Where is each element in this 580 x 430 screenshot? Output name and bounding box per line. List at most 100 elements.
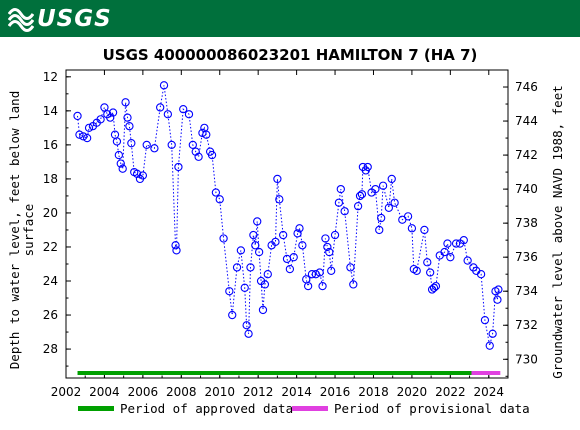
data-point <box>459 236 468 245</box>
data-point <box>494 285 503 294</box>
data-point <box>431 281 441 291</box>
x-tick-label: 2014 <box>281 385 312 399</box>
y-axis-right: 746 744 742 740 738 736 734 732 730 <box>503 80 538 377</box>
x-tick-label: 2024 <box>474 385 505 399</box>
data-point <box>412 266 421 275</box>
y-right-tick-label: 738 <box>515 216 538 230</box>
data-point <box>121 98 130 107</box>
usgs-banner: USGS <box>0 0 580 37</box>
data-point <box>188 140 197 150</box>
x-tick-label: 2012 <box>243 385 274 399</box>
data-point <box>488 329 497 338</box>
y-left-tick-label: 26 <box>43 308 58 322</box>
legend: Period of approved data Period of provisi… <box>78 401 530 416</box>
data-point <box>493 295 502 304</box>
data-point <box>463 256 472 265</box>
data-point <box>198 128 207 138</box>
data-point <box>123 113 132 122</box>
period-bar <box>77 371 472 375</box>
data-point <box>171 241 180 250</box>
data-point <box>112 137 122 146</box>
y-left-tick-label: 24 <box>43 274 58 288</box>
data-point <box>307 270 317 279</box>
data-point <box>440 247 449 257</box>
x-tick-label: 2006 <box>128 385 159 399</box>
data-point <box>323 242 332 252</box>
data-point <box>202 130 211 139</box>
y-axis-left-label-line-2: surface <box>21 204 36 257</box>
data-point <box>232 263 242 272</box>
data-point <box>293 229 302 238</box>
legend-label: Period of provisional data <box>334 401 530 416</box>
y-axis-left: 12 14 16 18 20 22 24 26 28 <box>43 70 71 367</box>
y-right-tick-label: 730 <box>515 352 538 366</box>
data-point <box>150 144 159 153</box>
data-point <box>303 281 313 291</box>
data-point <box>242 321 251 330</box>
usgs-logo-text: USGS <box>37 6 112 32</box>
data-point <box>443 239 452 248</box>
y-left-tick-label: 16 <box>43 138 58 152</box>
usgs-wave-icon <box>8 8 34 32</box>
y-left-tick-label: 20 <box>43 206 58 220</box>
period-bar <box>471 371 501 375</box>
x-tick-label: 2004 <box>89 385 120 399</box>
usgs-logo[interactable]: USGS <box>8 5 112 33</box>
y-left-tick-label: 18 <box>43 172 58 186</box>
data-point <box>172 246 181 255</box>
data-point <box>407 224 417 233</box>
x-axis: 2002 2004 2006 2008 2010 2012 2014 2016 2018 2020… <box>51 70 509 399</box>
data-point <box>114 150 123 160</box>
y-axis-left-label-line-1: Depth to water level, feet below land <box>7 91 22 369</box>
y-right-tick-label: 744 <box>515 114 538 128</box>
data-point <box>118 164 127 173</box>
data-point <box>251 241 260 250</box>
legend-label: Period of approved data <box>120 401 293 416</box>
y-right-tick-label: 746 <box>515 80 538 94</box>
data-point <box>378 181 388 190</box>
data-point <box>429 283 439 292</box>
x-tick-label: 2016 <box>320 385 351 399</box>
data-point <box>263 270 272 279</box>
data-point <box>127 139 136 148</box>
data-point <box>403 212 413 221</box>
data-point <box>84 123 94 133</box>
data-point <box>336 184 345 194</box>
data-point <box>271 237 280 247</box>
legend-swatch <box>78 406 114 411</box>
data-point <box>225 287 234 296</box>
data-point <box>446 253 455 262</box>
data-point <box>315 268 324 277</box>
y-right-tick-label: 732 <box>515 318 538 332</box>
y-left-tick-label: 14 <box>43 104 58 118</box>
data-point <box>485 341 494 350</box>
x-tick-label: 2020 <box>397 385 428 399</box>
data-point <box>207 150 217 160</box>
y-right-tick-label: 734 <box>515 284 538 298</box>
x-tick-label: 2018 <box>358 385 389 399</box>
y-left-tick-label: 22 <box>43 240 58 254</box>
data-point <box>325 247 334 257</box>
data-point <box>390 198 399 207</box>
y-left-tick-label: 28 <box>43 342 58 356</box>
data-point <box>138 171 148 180</box>
data-point <box>73 111 82 121</box>
data-point <box>355 191 365 201</box>
data-point <box>249 230 258 240</box>
data-point <box>215 195 224 204</box>
data-point <box>253 217 262 226</box>
data-point <box>79 132 88 141</box>
y-right-tick-label: 740 <box>515 182 538 196</box>
period-bars <box>77 371 501 375</box>
y-axis-right-label: Groundwater level above NAVD 1988, feet <box>550 85 565 379</box>
data-point <box>346 263 355 272</box>
data-point <box>184 110 194 119</box>
data-point <box>163 110 173 119</box>
data-point <box>330 230 340 240</box>
data-point <box>353 201 363 211</box>
data-point <box>311 270 320 279</box>
data-point <box>384 203 394 212</box>
data-point <box>260 280 270 289</box>
data-point <box>100 103 109 112</box>
